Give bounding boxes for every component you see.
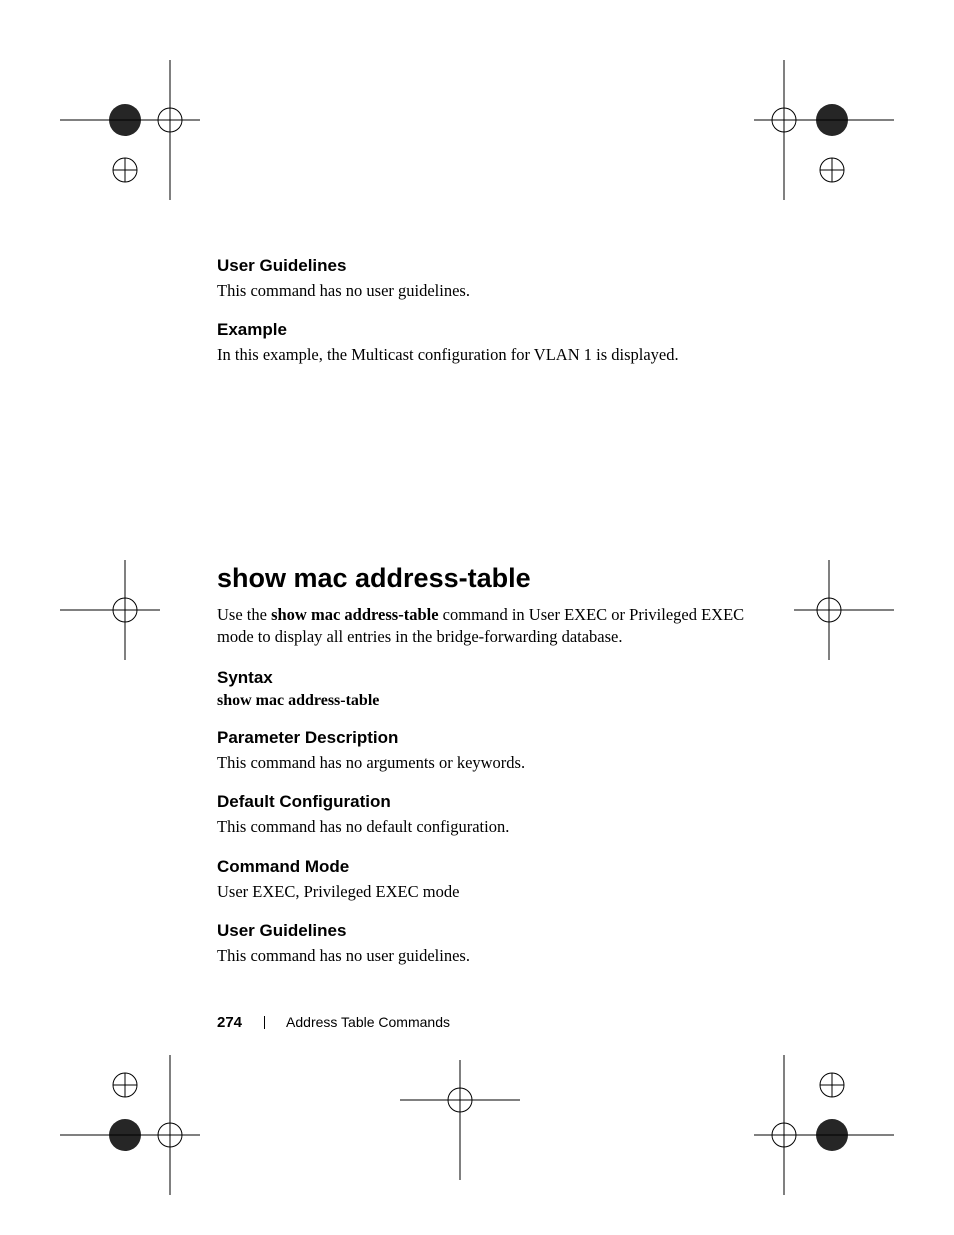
section-heading-parameter-description: Parameter Description	[217, 728, 757, 748]
crop-mark-icon	[794, 560, 894, 660]
section-heading-command-mode: Command Mode	[217, 857, 757, 877]
crop-mark-icon	[754, 60, 894, 200]
page-number: 274	[217, 1014, 242, 1031]
chapter-name: Address Table Commands	[286, 1014, 450, 1030]
body-text: This command has no user guidelines.	[217, 280, 757, 302]
intro-prefix: Use the	[217, 605, 271, 624]
page: User Guidelines This command has no user…	[0, 0, 954, 1235]
body-text: This command has no user guidelines.	[217, 945, 757, 967]
content-column: User Guidelines This command has no user…	[217, 256, 757, 981]
command-title: show mac address-table	[217, 563, 757, 594]
section-heading-syntax: Syntax	[217, 668, 757, 688]
crop-mark-icon	[400, 1060, 520, 1180]
footer-separator	[264, 1016, 265, 1029]
crop-mark-icon	[60, 60, 200, 200]
page-footer: 274 Address Table Commands	[217, 1014, 450, 1031]
section-heading-user-guidelines: User Guidelines	[217, 921, 757, 941]
section-heading-example: Example	[217, 320, 757, 340]
crop-mark-icon	[60, 560, 160, 660]
vertical-gap	[217, 385, 757, 563]
body-text: In this example, the Multicast configura…	[217, 344, 757, 366]
crop-mark-icon	[60, 1055, 200, 1195]
section-heading-default-configuration: Default Configuration	[217, 792, 757, 812]
syntax-line: show mac address-table	[217, 692, 757, 710]
crop-mark-icon	[754, 1055, 894, 1195]
intro-bold: show mac address-table	[271, 605, 438, 624]
section-heading-user-guidelines: User Guidelines	[217, 256, 757, 276]
body-text: This command has no default configuratio…	[217, 816, 757, 838]
intro-paragraph: Use the show mac address-table command i…	[217, 604, 757, 649]
body-text: This command has no arguments or keyword…	[217, 752, 757, 774]
body-text: User EXEC, Privileged EXEC mode	[217, 881, 757, 903]
